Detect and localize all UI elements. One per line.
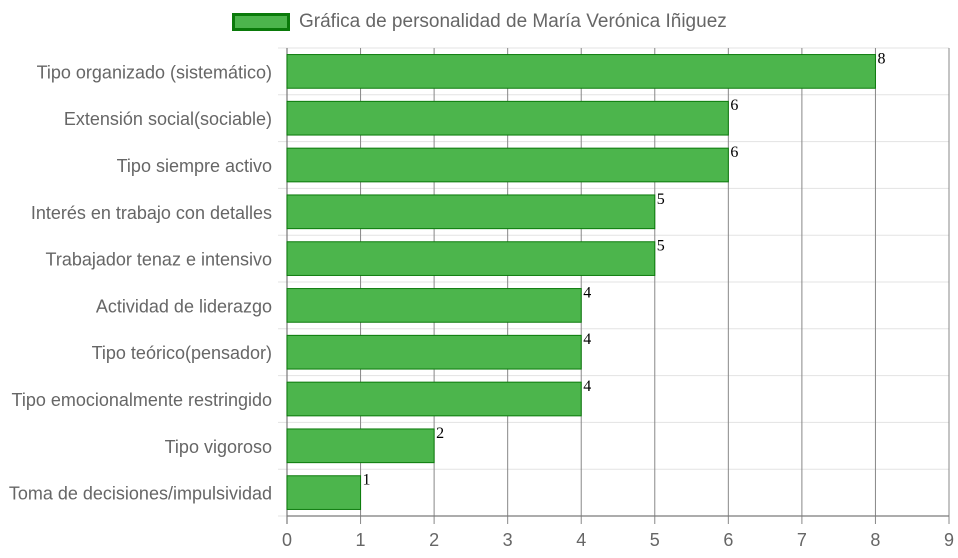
- x-tick-label: 6: [723, 530, 733, 550]
- bar: [286, 194, 656, 230]
- category-label: Actividad de liderazgo: [96, 296, 272, 316]
- category-label: Toma de decisiones/impulsividad: [9, 484, 272, 504]
- x-tick-label: 8: [870, 530, 880, 550]
- data-label: 4: [583, 331, 591, 348]
- category-label: Tipo organizado (sistemático): [37, 62, 272, 82]
- category-label: Trabajador tenaz e intensivo: [46, 250, 272, 270]
- x-tick-label: 1: [356, 530, 366, 550]
- chart-legend[interactable]: Gráfica de personalidad de María Verónic…: [232, 11, 727, 33]
- data-label: 4: [583, 284, 591, 301]
- bar: [286, 147, 729, 183]
- x-tick-label: 5: [650, 530, 660, 550]
- x-tick-label: 9: [944, 530, 954, 550]
- x-tick-label: 7: [797, 530, 807, 550]
- category-label: Tipo teórico(pensador): [92, 343, 272, 363]
- category-label: Tipo emocionalmente restringido: [12, 390, 272, 410]
- category-label: Extensión social(sociable): [64, 109, 272, 129]
- bar: [286, 334, 582, 370]
- x-tick-label: 3: [503, 530, 513, 550]
- x-tick-label: 2: [429, 530, 439, 550]
- data-label: 5: [657, 191, 665, 208]
- bar: [286, 381, 582, 417]
- x-tick-label: 4: [576, 530, 586, 550]
- bar: [286, 100, 729, 136]
- bar: [286, 475, 362, 510]
- data-label: 1: [363, 472, 371, 489]
- data-label: 6: [730, 144, 738, 161]
- category-label: Tipo siempre activo: [117, 156, 272, 176]
- data-label: 5: [657, 238, 665, 255]
- legend-swatch: [232, 13, 290, 31]
- data-label: 8: [877, 50, 885, 67]
- bar: [286, 54, 876, 89]
- category-label: Interés en trabajo con detalles: [31, 203, 272, 223]
- data-label: 4: [583, 378, 591, 395]
- x-tick-label: 0: [282, 530, 292, 550]
- data-label: 6: [730, 97, 738, 114]
- bar: [286, 428, 435, 464]
- category-label: Tipo vigoroso: [165, 437, 272, 457]
- legend-label: Gráfica de personalidad de María Verónic…: [299, 11, 727, 32]
- data-label: 2: [436, 425, 444, 442]
- bar: [286, 288, 582, 323]
- bar: [286, 241, 656, 276]
